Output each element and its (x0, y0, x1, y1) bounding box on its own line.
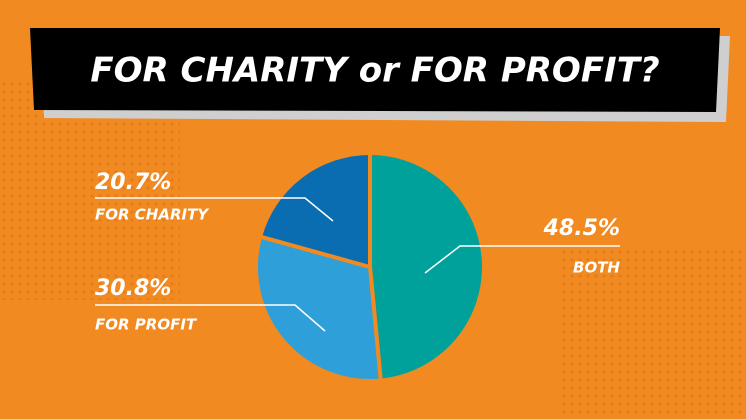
halftone (560, 250, 746, 419)
leader-line (424, 245, 620, 274)
leader-line (95, 197, 334, 222)
pie-slice (254, 234, 383, 383)
pie-slice (257, 150, 372, 270)
value-label: 30.8% (95, 276, 171, 301)
category-label: FOR PROFIT (95, 316, 198, 334)
value-label: 48.5% (543, 216, 620, 241)
category-label: FOR CHARITY (95, 206, 210, 224)
chart-title: FOR CHARITY or FOR PROFIT? (90, 51, 659, 91)
value-label: 20.7% (95, 170, 171, 195)
pie-slice (368, 150, 486, 383)
title-banner (30, 28, 720, 112)
leader-line (95, 304, 326, 332)
category-label: BOTH (573, 259, 620, 277)
